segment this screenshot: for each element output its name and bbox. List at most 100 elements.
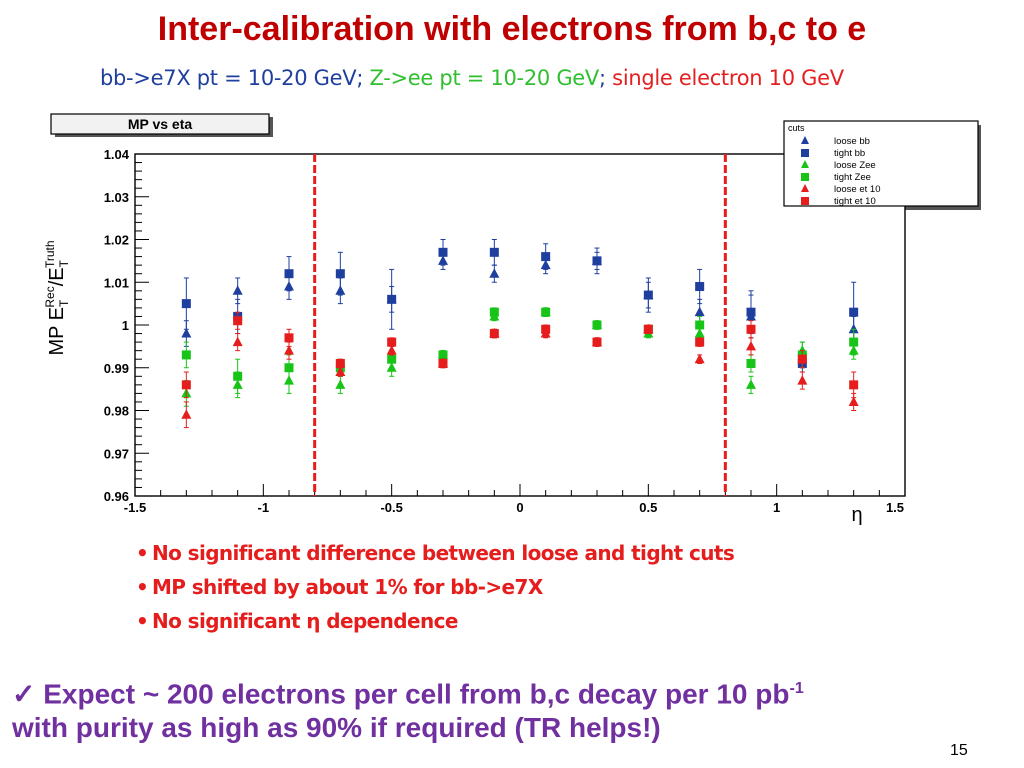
chart-title-box — [50, 113, 270, 135]
conclusion-line2: with purity as high as 90% if required (… — [12, 712, 661, 744]
data-point-loose-et-10 — [694, 353, 705, 364]
x-tick-label: -0.5 — [380, 500, 402, 515]
data-point-tight-et-10 — [489, 329, 499, 339]
data-point-tight-et-10 — [849, 380, 859, 390]
data-point-tight-bb — [335, 269, 345, 279]
legend-box — [783, 120, 979, 207]
data-point-tight-et-10 — [387, 337, 397, 347]
bullet-item: • No significant difference between loose… — [136, 541, 735, 565]
legend-label: loose Zee — [834, 160, 876, 171]
y-tick-label: 0.97 — [104, 446, 129, 461]
legend-marker — [801, 149, 809, 157]
data-point-tight-et-10 — [284, 333, 294, 343]
data-point-tight-et-10 — [335, 358, 345, 368]
check-icon: ✓ — [12, 678, 36, 710]
data-point-loose-et-10 — [746, 340, 756, 351]
y-tick-label: 1.04 — [104, 147, 130, 162]
data-point-tight-Zee — [181, 350, 191, 360]
data-point-loose-et-10 — [386, 345, 397, 355]
data-point-tight-bb — [643, 290, 653, 300]
data-points — [181, 239, 859, 429]
legend-marker — [801, 136, 809, 144]
x-axis-label: η — [851, 504, 862, 526]
data-point-tight-et-10 — [233, 316, 243, 326]
data-point-tight-Zee — [592, 320, 602, 330]
data-point-tight-et-10 — [541, 324, 551, 334]
y-tick-label: 1 — [122, 318, 129, 333]
data-point-tight-Zee — [849, 337, 859, 347]
y-tick-label: 1.02 — [104, 233, 129, 248]
data-point-tight-bb — [746, 307, 756, 317]
x-tick-label: -1.5 — [124, 500, 146, 515]
chart-title: MP vs eta — [128, 116, 193, 132]
data-point-tight-bb — [541, 252, 551, 262]
legend-title: cuts — [788, 123, 805, 133]
conclusion-line1: Expect ~ 200 electrons per cell from b,c… — [43, 678, 790, 710]
subtitle-bb: bb->e7X pt = 10-20 GeV; — [100, 66, 364, 90]
data-point-loose-et-10 — [848, 396, 859, 406]
eta-boundaries — [313, 154, 727, 496]
data-point-loose-et-10 — [181, 409, 192, 419]
svg-text:MP ETRec/ETTruth: MP ETRec/ETTruth — [43, 240, 71, 355]
bullet-item: • MP shifted by about 1% for bb->e7X — [136, 575, 543, 599]
legend-label: tight Zee — [834, 172, 871, 183]
data-point-tight-Zee — [387, 354, 397, 364]
plot-frame — [134, 153, 906, 497]
data-point-loose-bb — [489, 268, 500, 278]
slide-title: Inter-calibration with electrons from b,… — [157, 10, 867, 48]
x-tick-label: 1 — [773, 500, 780, 515]
data-point-loose-et-10 — [284, 345, 294, 355]
data-point-tight-bb — [592, 256, 602, 266]
legend-marker — [801, 160, 809, 168]
x-tick-label: 0 — [516, 500, 523, 515]
data-point-tight-bb — [387, 294, 397, 304]
legend-label: loose bb — [834, 136, 870, 147]
legend-marker — [801, 184, 809, 192]
data-point-tight-bb — [849, 307, 859, 317]
data-point-tight-bb — [284, 269, 294, 279]
data-point-tight-bb — [489, 247, 499, 257]
y-tick-label: 0.99 — [104, 361, 129, 376]
conclusion-text: ✓ Expect ~ 200 electrons per cell from b… — [12, 672, 804, 745]
legend-marker — [801, 173, 809, 181]
data-point-tight-Zee — [489, 307, 499, 317]
subtitle-single-electron: single electron 10 GeV — [612, 66, 844, 90]
data-point-tight-Zee — [746, 358, 756, 368]
data-point-tight-et-10 — [746, 324, 756, 334]
subtitle-zee: Z->ee pt = 10-20 GeV — [369, 66, 600, 90]
x-tick-label: 0.5 — [639, 500, 657, 515]
conclusion-superscript: -1 — [789, 680, 804, 697]
legend-label: tight bb — [834, 148, 865, 159]
data-point-loose-et-10 — [232, 336, 243, 347]
data-point-tight-et-10 — [181, 380, 191, 390]
subtitle: bb->e7X pt = 10-20 GeV; Z->ee pt = 10-20… — [100, 66, 844, 90]
data-point-tight-Zee — [695, 320, 705, 330]
data-point-loose-bb — [181, 328, 192, 338]
mp-vs-eta-chart: MP vs eta 0.96 0.97 0.98 0.99 1 1.01 1.02 1.03 1… — [43, 113, 981, 526]
data-point-tight-Zee — [284, 363, 294, 373]
y-tick-label: 0.98 — [104, 404, 129, 419]
data-point-tight-Zee — [233, 371, 243, 381]
y-tick-label: 1.03 — [104, 190, 129, 205]
data-point-tight-et-10 — [438, 358, 448, 368]
page-number: 15 — [950, 742, 968, 759]
y-axis-label: MP ETRec/ETTruth — [43, 240, 71, 355]
data-point-tight-Zee — [541, 307, 551, 317]
data-point-tight-bb — [695, 282, 705, 292]
y-tick-label: 0.96 — [104, 489, 129, 504]
data-point-tight-bb — [181, 299, 191, 309]
data-point-tight-et-10 — [797, 354, 807, 364]
axes: 0.96 0.97 0.98 0.99 1 1.01 1.02 1.03 1.04 -1.5 -1 -… — [104, 147, 906, 515]
subtitle-separator: ; — [599, 66, 606, 90]
data-point-loose-et-10 — [335, 366, 346, 377]
legend-label: tight et 10 — [834, 196, 876, 207]
y-tick-label: 1.01 — [104, 275, 129, 290]
x-tick-label: -1 — [258, 500, 270, 515]
data-point-tight-Zee — [438, 350, 448, 360]
data-point-tight-bb — [438, 247, 448, 257]
data-point-tight-et-10 — [592, 337, 602, 347]
legend-label: loose et 10 — [834, 184, 880, 195]
data-point-loose-et-10 — [797, 375, 808, 385]
data-point-tight-et-10 — [695, 337, 705, 347]
